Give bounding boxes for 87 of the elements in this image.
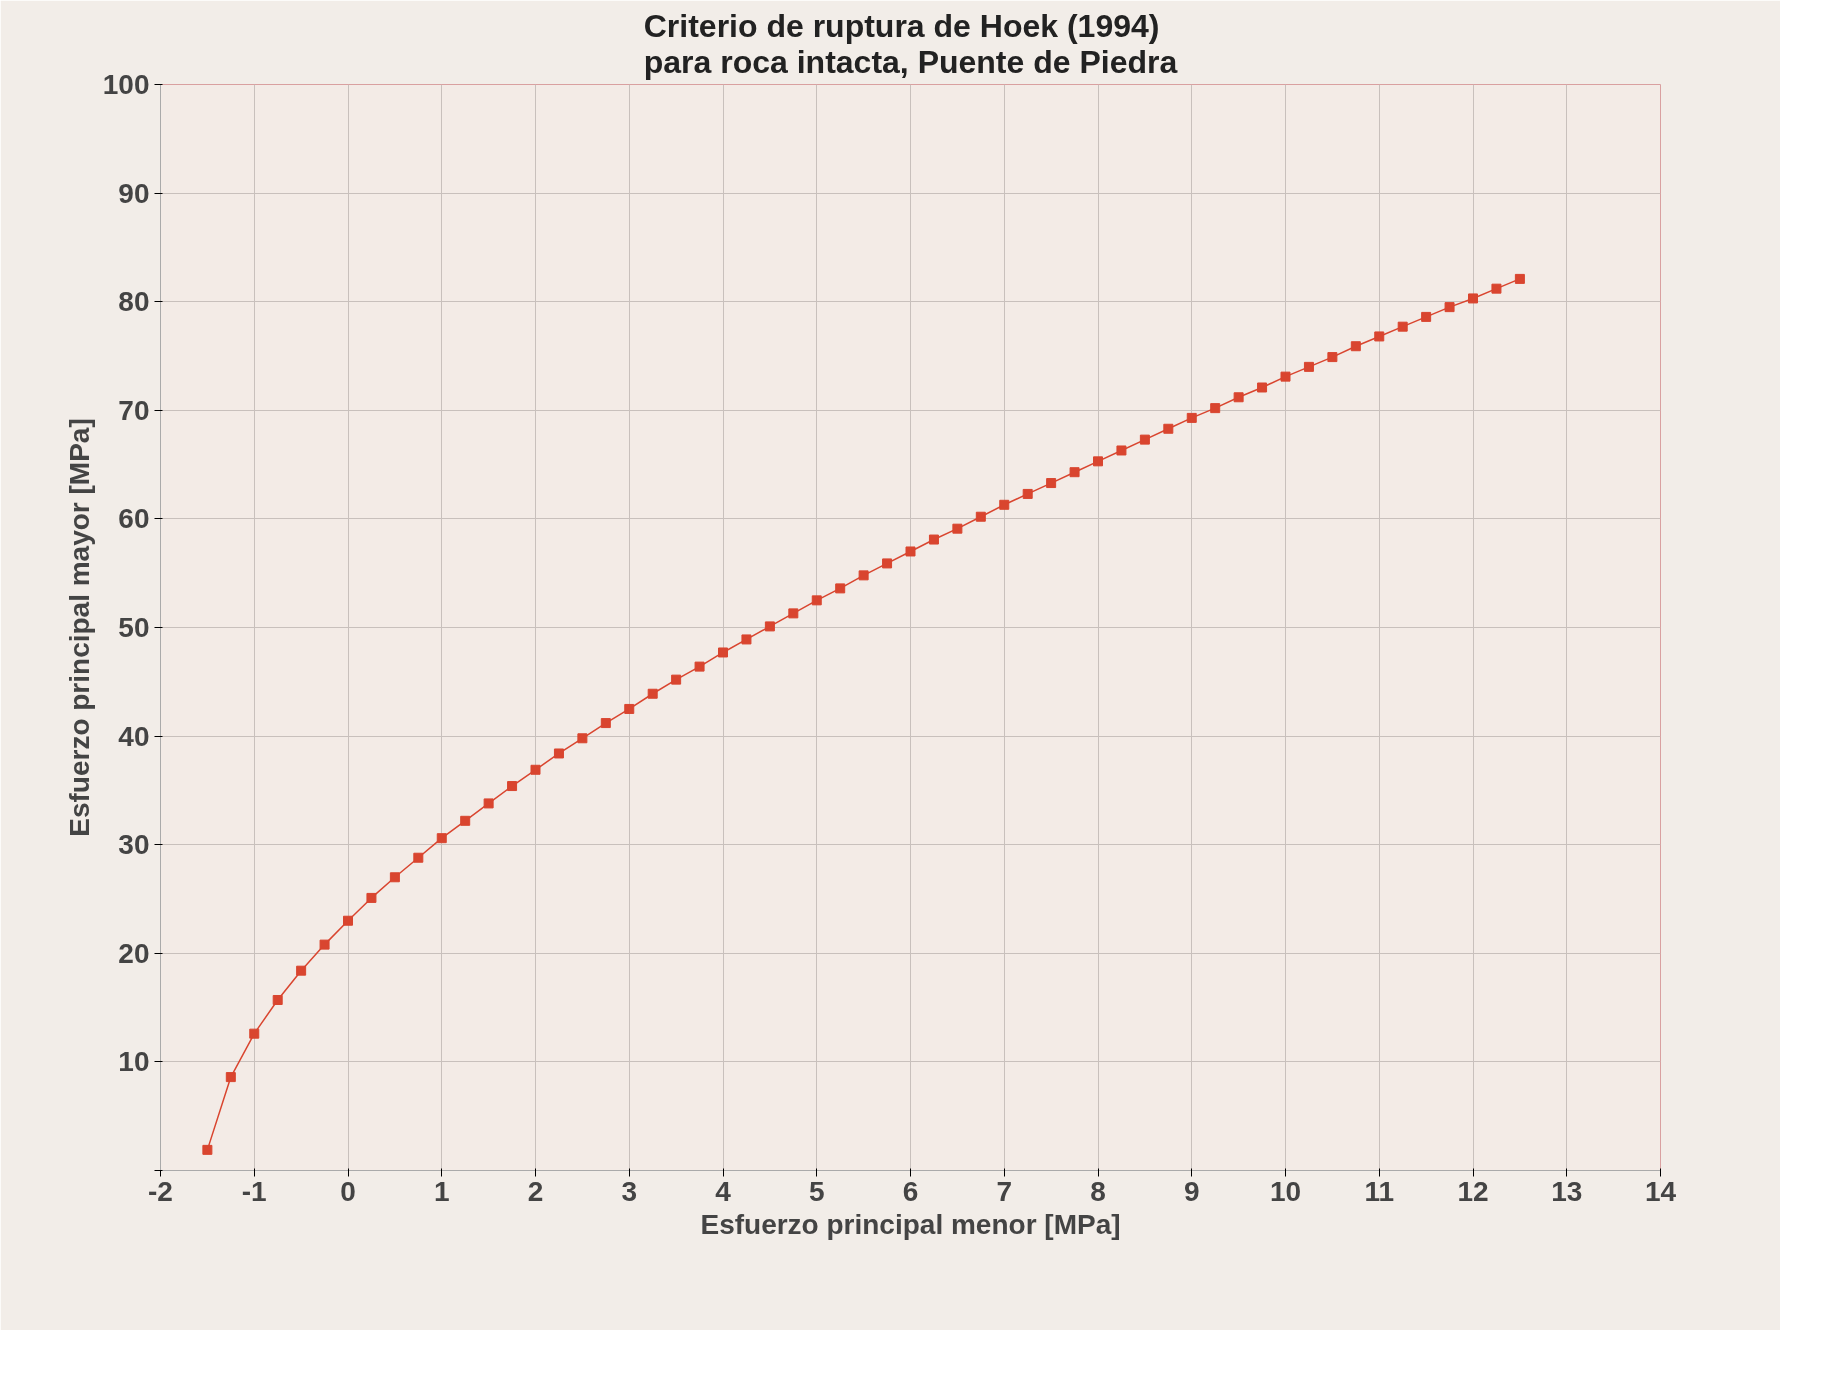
- y-tick-label: 60: [118, 503, 150, 535]
- point: [905, 546, 916, 557]
- point: [1069, 467, 1080, 478]
- point: [647, 688, 658, 699]
- point: [1444, 302, 1455, 313]
- x-tick-label: 13: [1551, 1175, 1583, 1207]
- point: [413, 852, 424, 863]
- point: [1374, 331, 1385, 342]
- y-tick-label: 30: [118, 829, 150, 861]
- point: [1163, 423, 1174, 434]
- point: [1233, 392, 1244, 403]
- point: [600, 718, 611, 729]
- y-tick-label: 80: [118, 286, 150, 318]
- point: [296, 965, 307, 976]
- point: [1421, 311, 1432, 322]
- y-tick-label: 10: [118, 1046, 150, 1078]
- point: [671, 674, 682, 685]
- x-tick-label: 7: [996, 1175, 1013, 1207]
- x-tick-label: 8: [1090, 1175, 1106, 1207]
- point: [389, 872, 400, 883]
- point: [507, 781, 518, 792]
- point: [343, 915, 353, 926]
- x-tick-label: 11: [1364, 1175, 1395, 1207]
- point: [1350, 341, 1361, 352]
- point: [1210, 403, 1221, 414]
- x-tick-label: 9: [1183, 1175, 1200, 1207]
- point: [624, 703, 635, 714]
- point: [225, 1072, 236, 1083]
- x-tick-label: 0: [340, 1175, 356, 1207]
- point: [530, 764, 541, 775]
- point: [1397, 321, 1408, 332]
- point: [811, 595, 822, 606]
- y-tick-label: 40: [118, 720, 150, 752]
- point: [764, 621, 775, 632]
- point: [694, 661, 705, 672]
- x-tick-label: -2: [148, 1175, 173, 1207]
- point: [1186, 412, 1197, 423]
- point: [202, 1144, 213, 1155]
- point: [1491, 283, 1502, 294]
- point: [975, 511, 986, 522]
- point: [741, 634, 752, 645]
- x-tick-label: 12: [1457, 1175, 1489, 1207]
- point: [1022, 488, 1033, 499]
- point: [1327, 352, 1338, 363]
- point: [1303, 361, 1314, 372]
- point: [249, 1028, 260, 1039]
- y-tick-label: 20: [118, 937, 150, 969]
- x-tick-label: 3: [621, 1175, 638, 1207]
- x-tick-label: 5: [808, 1175, 825, 1207]
- point: [788, 608, 799, 619]
- point: [272, 995, 283, 1005]
- y-tick-label: 100: [102, 69, 150, 100]
- x-tick-label: 4: [715, 1175, 732, 1207]
- point: [577, 733, 588, 744]
- x-tick-label: 10: [1269, 1175, 1302, 1207]
- point: [553, 748, 564, 759]
- x-tick-label: 1: [433, 1175, 450, 1207]
- point: [835, 583, 846, 594]
- point: [858, 570, 869, 581]
- x-axis-title: Esfuerzo principal menor [MPa]: [700, 1208, 1121, 1240]
- y-axis-title: Esfuerzo principal mayor [MPa]: [63, 418, 95, 837]
- x-tick-label: 14: [1644, 1175, 1677, 1207]
- point: [1116, 445, 1127, 456]
- point: [952, 523, 963, 534]
- point: [999, 499, 1010, 510]
- point: [1280, 371, 1291, 382]
- x-tick-label: 2: [527, 1175, 544, 1207]
- point: [1139, 434, 1150, 445]
- point: [718, 647, 728, 658]
- point: [460, 815, 471, 826]
- point: [366, 892, 377, 903]
- point: [882, 558, 893, 569]
- point: [928, 534, 939, 545]
- x-tick-label: 6: [902, 1175, 919, 1207]
- y-tick-label: 70: [118, 394, 150, 426]
- y-tick-label: 50: [118, 612, 150, 643]
- point: [1046, 478, 1057, 489]
- point: [1468, 293, 1478, 304]
- point: [436, 833, 447, 844]
- point: [1514, 273, 1525, 284]
- point: [1257, 382, 1268, 393]
- point: [483, 798, 494, 809]
- y-tick-label: 90: [118, 177, 150, 209]
- chart-title: Criterio de ruptura de Hoek (1994) para roca intacta, Puente de Piedra: [643, 7, 1178, 80]
- point: [319, 939, 330, 950]
- x-tick-label: -1: [241, 1175, 267, 1207]
- point: [1093, 456, 1103, 467]
